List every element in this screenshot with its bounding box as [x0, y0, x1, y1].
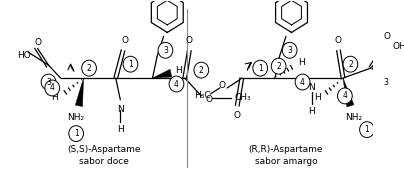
Text: 2: 2 [348, 60, 353, 69]
Circle shape [123, 56, 138, 72]
Circle shape [169, 76, 184, 92]
Text: O: O [34, 38, 41, 47]
Circle shape [378, 74, 393, 90]
Text: 1: 1 [258, 64, 263, 73]
Polygon shape [343, 78, 354, 107]
Circle shape [253, 60, 267, 76]
Circle shape [295, 74, 310, 90]
Text: H₃C: H₃C [194, 91, 210, 100]
Circle shape [45, 80, 60, 96]
Circle shape [158, 42, 173, 58]
Text: NH₂: NH₂ [345, 113, 363, 122]
Text: O: O [218, 81, 225, 90]
Text: CH₃: CH₃ [234, 93, 251, 102]
Text: 3: 3 [287, 46, 292, 55]
Circle shape [82, 60, 97, 76]
Text: O: O [335, 36, 342, 45]
Circle shape [337, 88, 352, 104]
Circle shape [69, 126, 84, 142]
Circle shape [343, 56, 358, 72]
Text: 1: 1 [364, 125, 369, 134]
Text: H: H [175, 66, 181, 75]
Text: O: O [186, 36, 193, 45]
Text: 4: 4 [50, 83, 55, 92]
Text: sabor amargo: sabor amargo [255, 157, 317, 166]
Polygon shape [153, 69, 172, 78]
Text: 4: 4 [343, 91, 347, 100]
Circle shape [282, 42, 297, 58]
Circle shape [360, 122, 375, 138]
Text: NH₂: NH₂ [67, 113, 85, 122]
Text: 1: 1 [74, 129, 78, 138]
Text: 3: 3 [46, 78, 51, 87]
Circle shape [271, 58, 286, 74]
Text: 2: 2 [87, 64, 91, 73]
Text: 2: 2 [199, 66, 204, 75]
Text: 2: 2 [276, 62, 281, 71]
Text: OH: OH [393, 42, 404, 51]
Text: H: H [51, 93, 58, 102]
Text: O: O [122, 36, 128, 45]
Polygon shape [75, 78, 84, 107]
Text: HO: HO [17, 51, 31, 60]
Text: H: H [117, 125, 124, 134]
Text: 3: 3 [163, 46, 168, 55]
Text: N: N [117, 105, 124, 114]
Circle shape [41, 74, 56, 90]
Text: (R,R)-Aspartame: (R,R)-Aspartame [249, 145, 323, 154]
Text: 3: 3 [383, 78, 388, 87]
Text: O: O [234, 111, 241, 120]
Text: (S,S)-Aspartame: (S,S)-Aspartame [67, 145, 141, 154]
Text: 4: 4 [174, 80, 179, 89]
Text: sabor doce: sabor doce [79, 157, 129, 166]
Text: H: H [298, 58, 305, 67]
Text: 4: 4 [300, 78, 305, 87]
Text: H: H [308, 107, 315, 116]
Text: H: H [314, 93, 321, 102]
Text: O: O [206, 95, 213, 104]
Circle shape [194, 62, 209, 78]
Text: N: N [308, 83, 315, 92]
Text: 1: 1 [128, 60, 133, 69]
Text: O: O [384, 32, 391, 41]
